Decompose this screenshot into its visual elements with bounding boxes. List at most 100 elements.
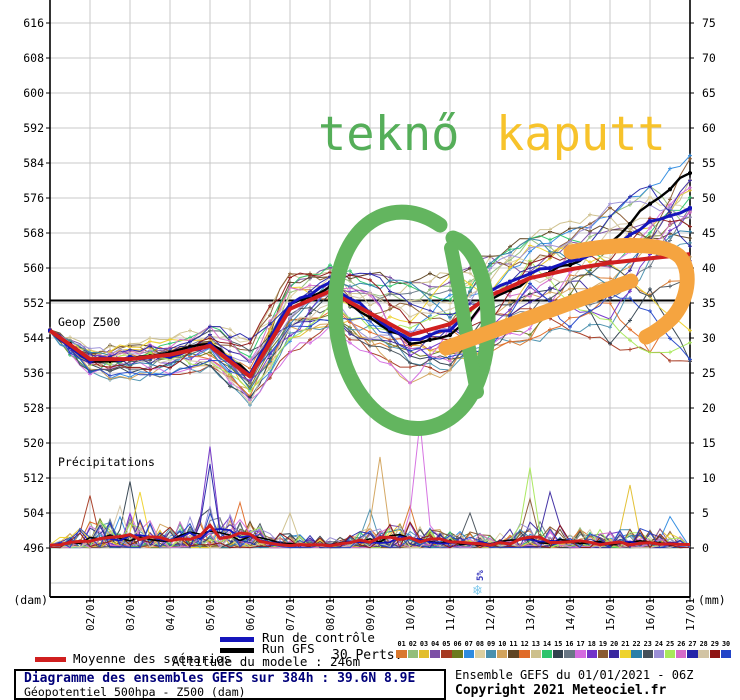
perturbation-number: 04: [431, 640, 440, 648]
perturbation-color-swatch: [676, 650, 687, 658]
perturbation-number: 29: [710, 640, 719, 648]
perturbation-color-swatch: [452, 650, 463, 658]
x-axis-date-label: 15/01: [604, 598, 617, 631]
orange-arrow-head: [563, 237, 695, 345]
y-axis-right-tick-label: 65: [702, 86, 716, 100]
y-axis-left-tick-label: 512: [23, 471, 44, 485]
perturbation-key-item: 14: [541, 640, 553, 658]
y-axis-right-tick-label: 60: [702, 121, 716, 135]
perturbation-color-swatch: [474, 650, 486, 658]
y-axis-left-tick-label: 600: [23, 86, 44, 100]
perturbation-key-item: 01: [396, 640, 407, 658]
x-axis-date-label: 08/01: [324, 598, 337, 631]
x-axis-date-label: 13/01: [524, 598, 537, 631]
y-axis-left-tick-label: 544: [23, 331, 44, 345]
perturbation-key-item: 04: [429, 640, 441, 658]
perturbation-key-item: 30: [720, 640, 732, 658]
gfs-run-swatch: [220, 648, 254, 653]
perturbation-number: 17: [576, 640, 585, 648]
perturbation-color-swatch: [709, 650, 721, 658]
model-altitude-label: Altitude du modele : 246m: [172, 654, 361, 669]
perturbation-color-swatch: [687, 650, 698, 658]
x-axis-date-label: 04/01: [164, 598, 177, 631]
perturbation-color-swatch: [631, 650, 642, 658]
perturbation-key-item: 09: [485, 640, 497, 658]
perturbation-color-swatch: [720, 650, 732, 658]
perturbation-key-item: 23: [642, 640, 653, 658]
y-axis-right-tick-label: 45: [702, 226, 716, 240]
perturbation-key-item: 26: [676, 640, 687, 658]
perturbation-key-item: 24: [653, 640, 665, 658]
perturbation-key-item: 10: [497, 640, 508, 658]
chart-title-box: Diagramme des ensembles GEFS sur 384h : …: [14, 669, 446, 700]
y-axis-left-tick-label: 496: [23, 541, 44, 555]
perturbation-number: 07: [464, 640, 473, 648]
perturbation-color-swatch: [698, 650, 709, 658]
perturbation-key-item: 22: [631, 640, 642, 658]
y-axis-right-tick-label: 50: [702, 191, 716, 205]
orange-arrow-shaft: [438, 273, 639, 356]
perturbation-number: 15: [554, 640, 563, 648]
perturbation-number: 20: [610, 640, 619, 648]
perturbation-key-item: 29: [709, 640, 721, 658]
y-axis-right-tick-label: 15: [702, 436, 716, 450]
chart-title: Diagramme des ensembles GEFS sur 384h : …: [24, 671, 416, 686]
y-axis-left-tick-label: 568: [23, 226, 44, 240]
perturbation-number: 30: [721, 640, 731, 648]
y-axis-left-tick-label: 616: [23, 16, 44, 30]
perturbation-color-swatch: [396, 650, 407, 658]
x-axis-date-label: 10/01: [404, 598, 417, 631]
perturbation-color-key: 01 02 03 04 05 06 07 08 09 10 11 12 13 14 15 16 17 18 19 20…: [396, 640, 732, 658]
ensemble-mean-z500-line: [48, 252, 691, 379]
perturbation-key-item: 12: [519, 640, 530, 658]
model-run-label: Ensemble GEFS du 01/01/2021 - 06Z: [455, 668, 694, 682]
perturbation-color-swatch: [441, 650, 452, 658]
perturbation-key-item: 13: [530, 640, 542, 658]
perturbation-key-item: 17: [575, 640, 586, 658]
x-axis-date-label: 09/01: [364, 598, 377, 631]
perturbation-number: 11: [509, 640, 518, 648]
y-axis-right-tick-label: 0: [702, 541, 709, 555]
perturbation-number: 22: [632, 640, 641, 648]
perturbation-number: 06: [453, 640, 462, 648]
y-axis-right-tick-label: 10: [702, 471, 716, 485]
perturbation-key-item: 16: [564, 640, 575, 658]
x-axis-date-label: 14/01: [564, 598, 577, 631]
perturbation-number: 18: [587, 640, 596, 648]
green-circle-annotation-stroke: [444, 241, 484, 399]
perturbation-color-swatch: [463, 650, 474, 658]
perturbation-color-swatch: [497, 650, 508, 658]
perturbation-number: 01: [397, 640, 406, 648]
y-axis-right-tick-label: 25: [702, 366, 716, 380]
x-axis-date-label: 11/01: [444, 598, 457, 631]
x-axis-date-label: 02/01: [84, 598, 97, 631]
ensemble-spaghetti-chart: 6166086005925845765685605525445365285205…: [13, 0, 726, 631]
y-axis-left-tick-label: 560: [23, 261, 44, 275]
perturbation-color-swatch: [407, 650, 418, 658]
perturbation-color-swatch: [642, 650, 653, 658]
perturbation-key-item: 07: [463, 640, 474, 658]
perturbation-number: 26: [677, 640, 686, 648]
perturbation-number: 10: [498, 640, 507, 648]
x-axis-date-label: 16/01: [644, 598, 657, 631]
y-axis-left-tick-label: 536: [23, 366, 44, 380]
perturbations-count-label: 30 Perts.: [332, 648, 403, 663]
perturbation-number: 05: [442, 640, 451, 648]
y-axis-right-tick-label: 70: [702, 51, 716, 65]
green-circle-annotation: [327, 204, 496, 436]
perturbation-key-item: 27: [687, 640, 698, 658]
perturbation-color-swatch: [653, 650, 665, 658]
perturbation-number: 23: [643, 640, 652, 648]
perturbation-number: 03: [419, 640, 429, 648]
perturbation-color-swatch: [597, 650, 609, 658]
perturbation-number: 28: [699, 640, 708, 648]
y-axis-right-tick-label: 5: [702, 506, 709, 520]
left-axis-unit: (dam): [13, 593, 48, 607]
gfs-run-precip-line: [49, 530, 691, 547]
perturbation-color-swatch: [553, 650, 564, 658]
snow-probability-label: 5%: [476, 570, 486, 581]
y-axis-left-tick-label: 576: [23, 191, 44, 205]
chart-subtitle: Géopotentiel 500hpa - Z500 (dam): [24, 685, 246, 699]
perturbation-color-swatch: [530, 650, 542, 658]
perturbation-number: 09: [487, 640, 496, 648]
